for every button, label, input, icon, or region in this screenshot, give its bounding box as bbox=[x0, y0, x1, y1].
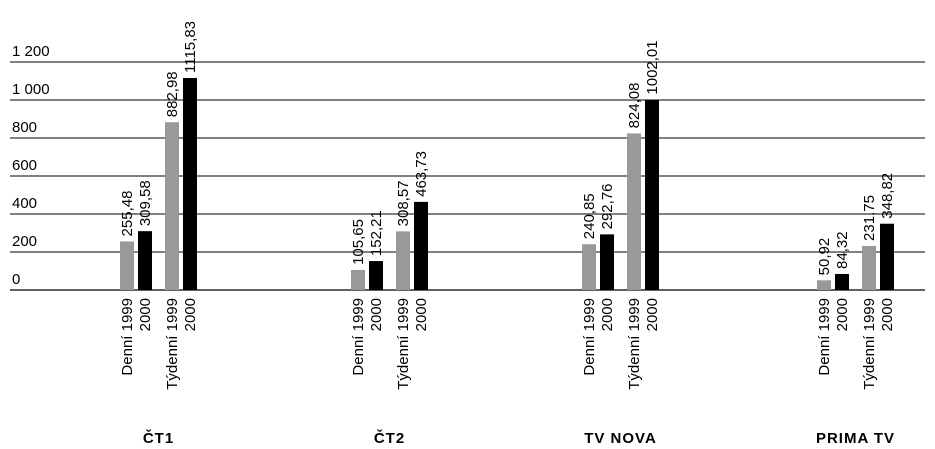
category-label: Týdenní 1999 bbox=[164, 298, 181, 390]
category-label: 2000 bbox=[879, 298, 896, 331]
value-label: 152,21 bbox=[368, 210, 385, 256]
category-label: Týdenní 1999 bbox=[626, 298, 643, 390]
category-label: 2000 bbox=[834, 298, 851, 331]
value-label: 463,73 bbox=[413, 151, 430, 197]
category-label: 2000 bbox=[599, 298, 616, 331]
category-label: Denní 1999 bbox=[816, 298, 833, 376]
value-label: 255,48 bbox=[119, 191, 136, 237]
bar bbox=[627, 133, 641, 290]
y-tick-label: 800 bbox=[12, 119, 37, 136]
bar bbox=[835, 273, 849, 290]
category-label: 2000 bbox=[137, 298, 154, 331]
category-label: Denní 1999 bbox=[581, 298, 598, 376]
category-label: Týdenní 1999 bbox=[861, 298, 878, 390]
group-label: TV NOVA bbox=[584, 430, 657, 447]
y-tick-label: 400 bbox=[12, 195, 37, 212]
y-tick-label: 0 bbox=[12, 271, 20, 288]
value-label: 1002,01 bbox=[644, 40, 661, 94]
bar bbox=[817, 280, 831, 290]
bar bbox=[582, 244, 596, 290]
bar bbox=[645, 99, 659, 290]
value-label: 824,08 bbox=[626, 83, 643, 129]
bar bbox=[414, 201, 428, 290]
value-label: 50,92 bbox=[816, 238, 833, 276]
bar bbox=[165, 122, 179, 291]
y-tick-label: 1 000 bbox=[12, 81, 50, 98]
value-label: 292,76 bbox=[599, 183, 616, 229]
y-tick-label: 600 bbox=[12, 157, 37, 174]
category-label: 2000 bbox=[368, 298, 385, 331]
bar bbox=[369, 261, 383, 290]
value-label: 240,85 bbox=[581, 193, 598, 239]
value-label: 308,57 bbox=[395, 180, 412, 226]
y-tick-label: 1 200 bbox=[12, 43, 50, 60]
bar bbox=[862, 245, 876, 290]
value-label: 84,32 bbox=[834, 231, 851, 269]
value-label: 1115,83 bbox=[182, 21, 199, 73]
category-label: 2000 bbox=[644, 298, 661, 331]
category-label: Denní 1999 bbox=[350, 298, 367, 376]
group-label: ČT1 bbox=[143, 429, 174, 447]
bar bbox=[600, 234, 614, 290]
value-label: 348,82 bbox=[879, 173, 896, 219]
bars bbox=[120, 77, 894, 291]
category-label: 2000 bbox=[413, 298, 430, 331]
y-tick-label: 200 bbox=[12, 233, 37, 250]
category-labels: Denní 1999 2000 Týdenní 1999 2000 Denní 1999… bbox=[119, 298, 896, 390]
value-label: 309,58 bbox=[137, 180, 154, 226]
value-label: 231,75 bbox=[861, 195, 878, 241]
bar bbox=[120, 241, 134, 290]
group-labels: ČT1 ČT2 TV NOVA PRIMA TV bbox=[143, 429, 895, 447]
bar bbox=[880, 223, 894, 290]
bar bbox=[183, 77, 197, 290]
group-label: ČT2 bbox=[374, 429, 405, 447]
bar bbox=[351, 269, 365, 290]
y-axis-tick-labels: 0 200 400 600 800 1 000 1 200 bbox=[12, 43, 50, 288]
category-label: 2000 bbox=[182, 298, 199, 331]
value-label: 882,98 bbox=[164, 71, 181, 117]
group-label: PRIMA TV bbox=[816, 430, 895, 447]
gridlines bbox=[10, 61, 925, 291]
category-label: Týdenní 1999 bbox=[395, 298, 412, 390]
category-label: Denní 1999 bbox=[119, 298, 136, 376]
bar bbox=[138, 231, 152, 290]
bar bbox=[396, 231, 410, 290]
value-label: 105,65 bbox=[350, 219, 367, 265]
